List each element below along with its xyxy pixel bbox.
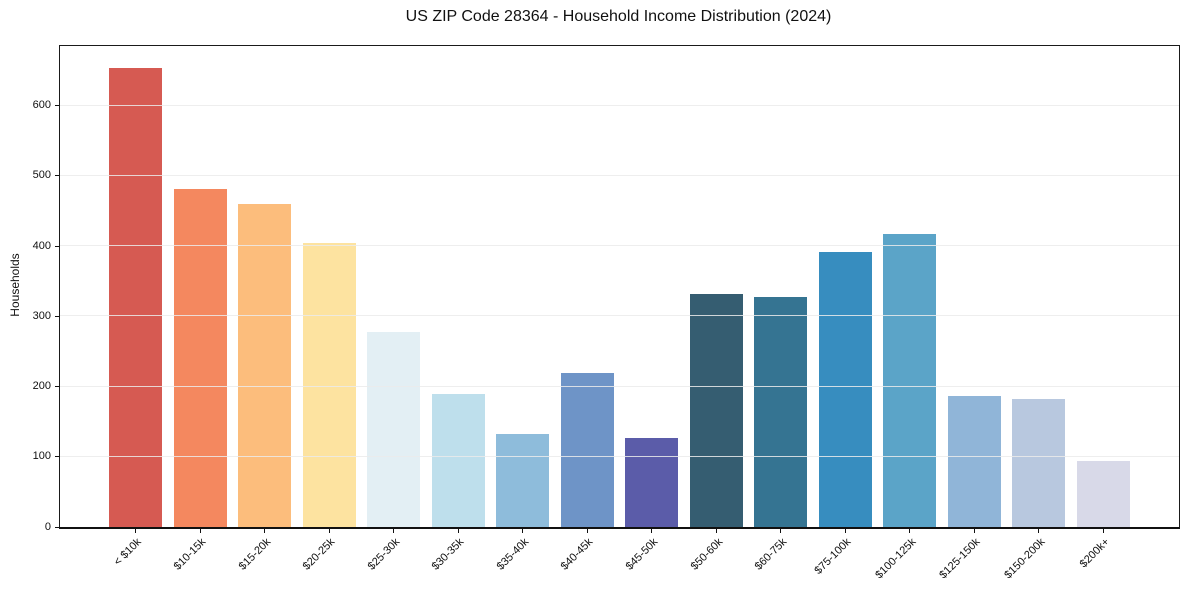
x-tick-mark xyxy=(457,529,459,533)
bar xyxy=(754,296,808,527)
x-tick-label: $20-25k xyxy=(300,536,338,573)
x-tick-mark xyxy=(973,529,975,533)
x-tick-label: $60-75k xyxy=(752,536,790,573)
gridline xyxy=(60,104,1179,106)
bars-row: < $10k $10-15k $15-20k $20-25k $25-30k $30-35… xyxy=(60,46,1179,581)
x-tick-label: $50-60k xyxy=(688,536,725,573)
y-tick-label: 400 xyxy=(32,239,51,252)
x-tick-mark xyxy=(651,529,653,533)
y-tick-mark xyxy=(55,456,59,458)
bar xyxy=(689,293,743,527)
x-tick-label: $30-35k xyxy=(430,536,467,573)
bar xyxy=(496,433,550,527)
y-tick-label: 200 xyxy=(32,380,51,393)
x-tick-mark xyxy=(522,529,524,533)
bar xyxy=(818,252,872,527)
x-tick-mark xyxy=(715,529,717,533)
y-tick-mark xyxy=(55,105,59,107)
x-tick-mark xyxy=(199,529,201,533)
x-tick-mark xyxy=(844,529,846,533)
bar xyxy=(238,204,292,527)
x-tick-mark xyxy=(586,529,588,533)
bar-group: $25-30k xyxy=(366,46,421,573)
bar xyxy=(367,331,421,527)
y-tick-label: 300 xyxy=(32,309,51,322)
x-tick-label: $75-100k xyxy=(812,536,854,577)
gridline xyxy=(60,385,1179,387)
plot-area: < $10k $10-15k $15-20k $20-25k $25-30k $30-35… xyxy=(33,45,1180,581)
x-tick-label: $10-15k xyxy=(171,536,209,573)
bar-group: $20-25k xyxy=(301,46,356,573)
bar xyxy=(431,393,485,527)
bar-group: $150-200k xyxy=(1002,46,1066,581)
bar xyxy=(947,396,1001,527)
x-tick-mark xyxy=(1102,529,1104,533)
bar xyxy=(302,243,356,527)
y-tick-label: 0 xyxy=(44,520,51,533)
y-axis-label: Households xyxy=(8,253,22,317)
bar-group: $40-45k xyxy=(559,46,614,573)
x-tick-label: $200k+ xyxy=(1077,536,1112,571)
x-tick-label: $35-40k xyxy=(494,536,532,573)
x-tick-label: $150-200k xyxy=(1002,536,1048,582)
x-tick-mark xyxy=(393,529,395,533)
gridline xyxy=(60,174,1179,176)
x-tick-label: $45-50k xyxy=(623,536,661,573)
x-tick-label: $40-45k xyxy=(559,536,596,573)
x-tick-label: < $10k xyxy=(111,536,144,569)
gridline xyxy=(60,455,1179,457)
bar-group: $60-75k xyxy=(753,46,808,573)
x-tick-mark xyxy=(328,529,330,533)
bar xyxy=(1012,398,1066,527)
bar-group: $200k+ xyxy=(1076,46,1130,570)
x-tick-label: $100-125k xyxy=(873,536,919,582)
y-tick-mark xyxy=(55,386,59,388)
y-tick-mark xyxy=(55,315,59,317)
y-tick-label: 500 xyxy=(32,169,51,182)
bar-group: $100-125k xyxy=(873,46,937,581)
y-tick-mark xyxy=(55,245,59,247)
bar-group: $30-35k xyxy=(430,46,485,573)
bar-group: $125-150k xyxy=(938,46,1001,581)
x-tick-mark xyxy=(135,529,136,533)
y-tick-mark xyxy=(55,526,59,528)
bar-group: $15-20k xyxy=(236,46,292,573)
x-tick-mark xyxy=(1038,529,1040,533)
x-tick-label: $125-150k xyxy=(937,536,983,582)
bar xyxy=(883,234,937,527)
x-tick-mark xyxy=(780,529,782,533)
y-tick-mark xyxy=(55,175,59,177)
bar-group: $50-60k xyxy=(688,46,743,573)
x-tick-label: $15-20k xyxy=(236,536,274,573)
bar xyxy=(560,373,614,527)
bar-group: $45-50k xyxy=(624,46,679,573)
bar xyxy=(1076,461,1130,527)
bar-group: $75-100k xyxy=(813,46,872,577)
x-tick-mark xyxy=(909,529,911,533)
gridline xyxy=(60,315,1179,317)
x-tick-mark xyxy=(264,529,266,533)
y-tick-label: 100 xyxy=(32,450,51,463)
bar xyxy=(625,437,679,527)
chart-title: US ZIP Code 28364 - Household Income Dis… xyxy=(405,8,832,25)
y-tick-label: 600 xyxy=(32,99,51,112)
bar-group: $35-40k xyxy=(495,46,550,573)
bar xyxy=(173,189,227,527)
bar xyxy=(109,68,162,527)
bar-group: < $10k xyxy=(109,46,162,568)
gridline xyxy=(60,245,1179,247)
x-tick-label: $25-30k xyxy=(365,536,403,573)
